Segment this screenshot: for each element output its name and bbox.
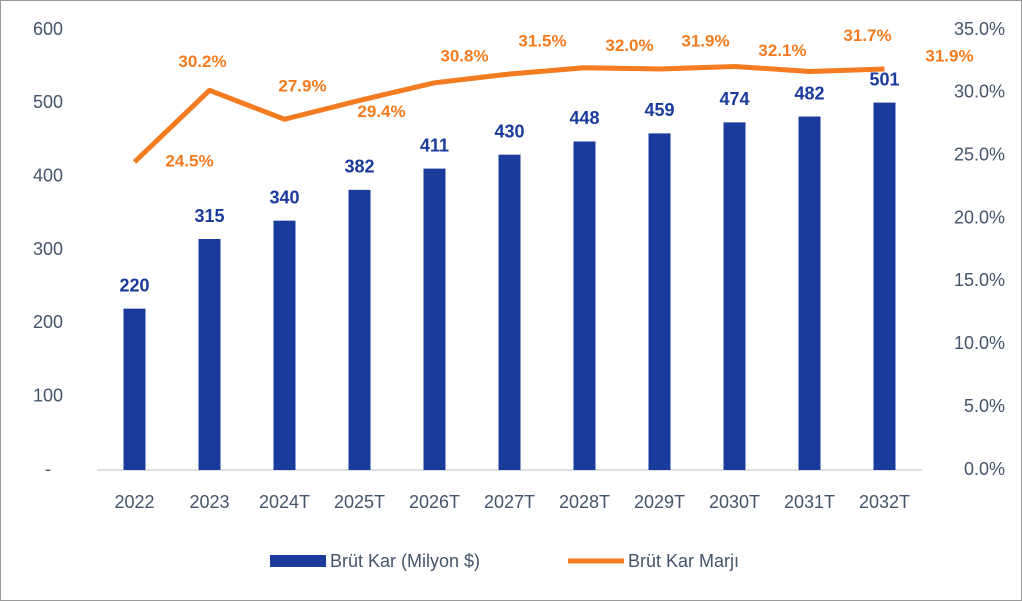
y2-tick-label: 10.0%	[954, 333, 1005, 353]
x-tick-label: 2026T	[409, 492, 460, 512]
line-label: 31.7%	[843, 26, 891, 45]
line-label: 24.5%	[165, 151, 213, 170]
y-tick-label: 100	[33, 385, 63, 405]
x-tick-label: 2029T	[634, 492, 685, 512]
line	[132, 63, 885, 164]
x-tick-label: 2030T	[709, 492, 760, 512]
x-tick-label: 2024T	[259, 492, 310, 512]
y-tick-label: 500	[33, 92, 63, 112]
y-tick-label: -	[45, 459, 51, 479]
bar	[273, 220, 296, 470]
x-tick-label: 2028T	[559, 492, 610, 512]
y2-tick-label: 0.0%	[964, 459, 1005, 479]
bar	[648, 133, 671, 470]
bar	[198, 239, 221, 470]
legend-label: Brüt Kar Marjı	[628, 551, 739, 571]
line-label: 31.9%	[925, 46, 973, 65]
y-tick-label: 600	[33, 19, 63, 39]
bar-label: 220	[119, 275, 149, 295]
line-label: 32.0%	[605, 36, 653, 55]
y2-tick-label: 35.0%	[954, 19, 1005, 39]
bar-label: 382	[344, 157, 374, 177]
bar-label: 430	[494, 121, 524, 141]
line-label: 29.4%	[357, 102, 405, 121]
line-label: 32.1%	[758, 41, 806, 60]
line-label: 31.5%	[518, 31, 566, 50]
bar-label: 411	[420, 135, 449, 155]
y-tick-label: 400	[33, 165, 63, 185]
y2-tick-label: 25.0%	[954, 144, 1005, 164]
x-tick-label: 2023	[189, 492, 229, 512]
y2-tick-label: 15.0%	[954, 270, 1005, 290]
bar-label: 501	[869, 69, 899, 89]
line-label: 31.9%	[681, 31, 729, 50]
bar-label: 474	[719, 89, 749, 109]
y2-tick-label: 5.0%	[964, 396, 1005, 416]
bar	[573, 141, 596, 470]
x-tick-label: 2025T	[334, 492, 385, 512]
bar-label: 340	[269, 187, 299, 207]
bar	[798, 116, 821, 471]
line-label: 27.9%	[278, 77, 326, 96]
bar	[498, 154, 521, 470]
bar-label: 459	[644, 100, 674, 120]
bar-label: 448	[569, 108, 599, 128]
line-label: 30.2%	[178, 52, 226, 71]
bar	[873, 102, 896, 470]
legend-swatch	[270, 555, 326, 567]
bar	[348, 189, 371, 470]
bar-label: 315	[194, 206, 224, 226]
y-tick-label: 300	[33, 239, 63, 259]
y2-tick-label: 20.0%	[954, 207, 1005, 227]
bar	[723, 122, 746, 471]
x-tick-label: 2022	[114, 492, 154, 512]
x-tick-label: 2031T	[784, 492, 835, 512]
bar-label: 482	[794, 83, 824, 103]
y2-tick-label: 30.0%	[954, 82, 1005, 102]
x-tick-label: 2027T	[484, 492, 535, 512]
legend-label: Brüt Kar (Milyon $)	[330, 551, 480, 571]
bar	[123, 308, 146, 470]
y-tick-label: 200	[33, 312, 63, 332]
bar	[423, 168, 446, 470]
x-tick-label: 2032T	[859, 492, 910, 512]
line-label: 30.8%	[440, 46, 488, 65]
